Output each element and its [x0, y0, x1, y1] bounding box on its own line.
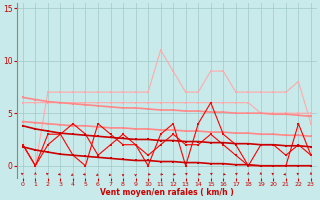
X-axis label: Vent moyen/en rafales ( km/h ): Vent moyen/en rafales ( km/h )	[100, 188, 234, 197]
